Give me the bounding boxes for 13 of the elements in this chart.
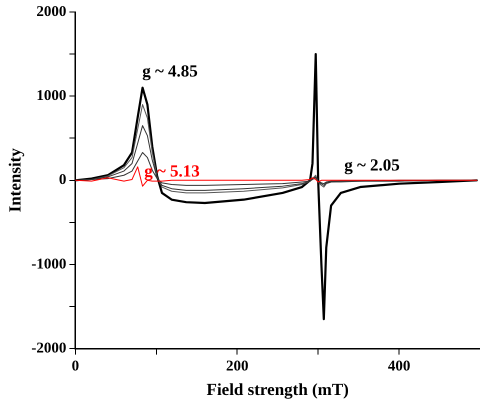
annotation: g ~ 4.85	[142, 61, 198, 80]
y-tick-label: 1000	[36, 88, 66, 104]
annotation: g ~ 2.05	[344, 155, 400, 174]
y-tick-label: 2000	[36, 4, 66, 20]
x-tick-label: 200	[226, 358, 248, 374]
y-tick-label: -2000	[31, 340, 66, 356]
x-axis-title: Field strength (mT)	[206, 380, 349, 400]
x-tick-label: 400	[388, 358, 410, 374]
y-tick-label: 0	[58, 172, 66, 188]
y-tick-label: -1000	[31, 256, 66, 272]
y-axis-title: Intensity	[6, 148, 25, 212]
x-tick-label: 0	[72, 358, 80, 374]
annotation: g ~ 5.13	[144, 161, 200, 180]
